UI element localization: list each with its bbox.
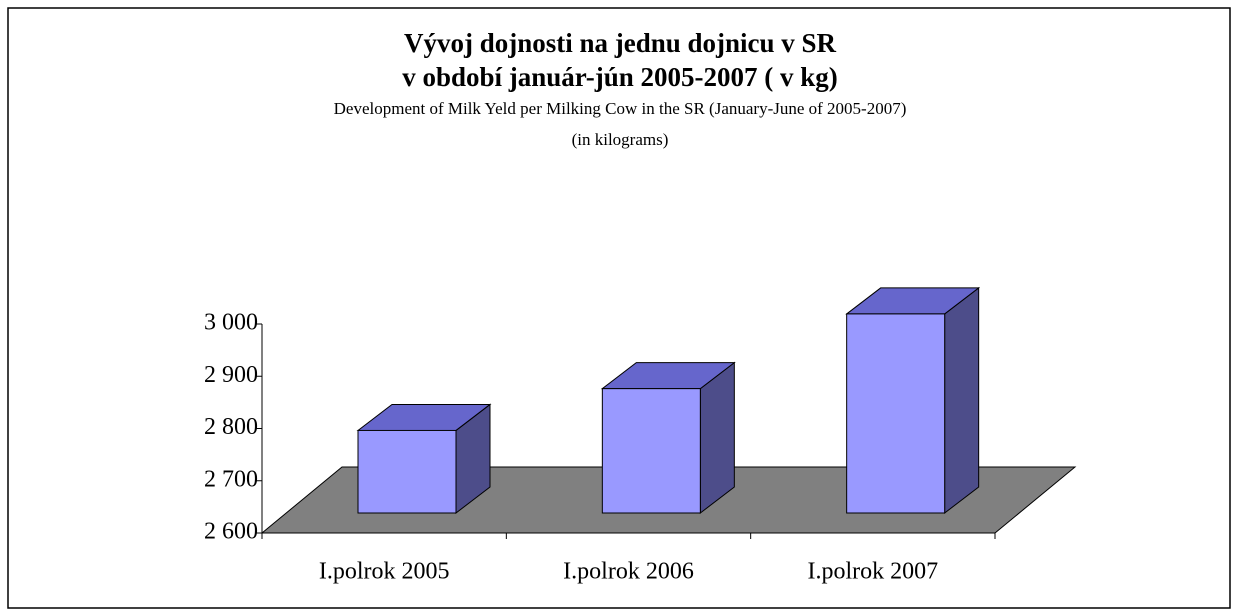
chart-title: v období január-jún 2005-2007 ( v kg) <box>402 62 838 92</box>
bar <box>357 429 457 514</box>
chart-note: (in kilograms) <box>572 130 669 149</box>
y-tick-label: 2 900 <box>204 362 258 388</box>
bar <box>601 388 701 514</box>
bar-side <box>944 286 980 515</box>
x-tick-label: I.polrok 2007 <box>808 559 939 585</box>
y-tick-label: 2 800 <box>204 414 258 440</box>
chart-subtitle: Development of Milk Yeld per Milking Cow… <box>334 99 907 118</box>
y-tick-label: 2 700 <box>204 466 258 492</box>
y-tick-label: 2 600 <box>204 519 258 545</box>
x-tick-label: I.polrok 2006 <box>563 559 694 585</box>
y-tick-label: 3 000 <box>204 310 258 336</box>
bar <box>846 313 946 514</box>
chart-title: Vývoj dojnosti na jednu dojnicu v SR <box>404 28 837 58</box>
x-tick-label: I.polrok 2005 <box>319 559 450 585</box>
